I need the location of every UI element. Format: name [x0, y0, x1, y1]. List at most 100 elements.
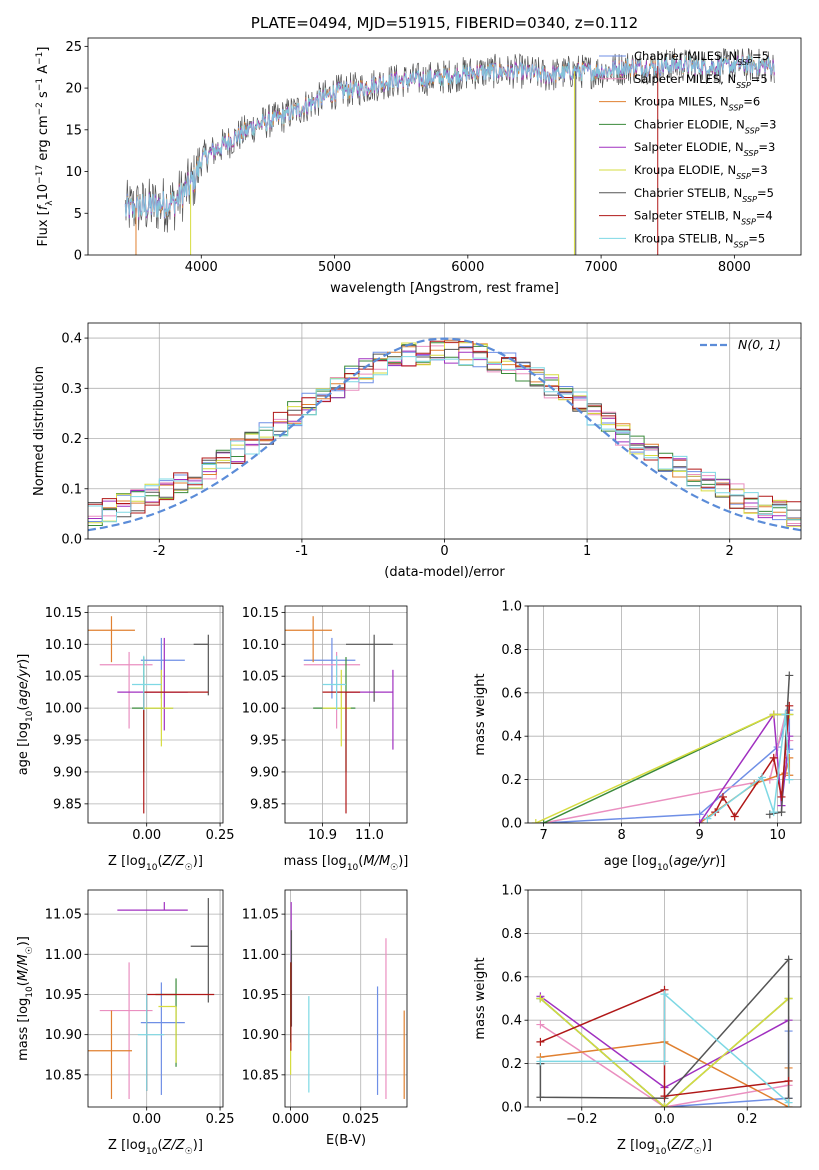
y-tick-label: 9.85	[53, 797, 82, 812]
label-part: age [log	[16, 722, 31, 775]
legend-value: =5	[757, 186, 774, 200]
series-marker-stelib_salpeter	[719, 792, 727, 801]
x-tick-label: 0.00	[132, 1112, 161, 1127]
label-part: mass [log	[284, 854, 347, 869]
label-part: (	[16, 706, 31, 711]
y-axis-label: Normed distribution	[32, 366, 47, 496]
y-tick-label: 11.05	[45, 908, 82, 923]
series-marker-stelib_salpeter	[660, 1092, 669, 1101]
legend-subscript: SSP	[741, 217, 756, 226]
label-part: Z [log	[617, 1138, 655, 1153]
x-tick-label: 0.00	[132, 828, 161, 843]
label-part: ]	[36, 47, 51, 52]
y-tick-label: 10	[65, 165, 82, 180]
series-line-elodie_salpeter	[698, 712, 791, 823]
plot-area	[88, 898, 215, 1099]
x-axis-label: (data-model)/error	[384, 565, 505, 580]
x-tick-label: 8	[617, 828, 625, 843]
histogram-stelib_salpeter	[88, 340, 801, 514]
y-tick-label: 10.05	[45, 670, 82, 685]
label-part: f	[36, 203, 51, 210]
x-tick-label: 10.9	[308, 828, 337, 843]
x-tick-label: 8000	[718, 260, 751, 275]
x-tick-label: 11.0	[355, 828, 384, 843]
y-tick-label: 0.4	[61, 332, 82, 347]
axes-frame	[87, 37, 802, 256]
label-part: age [log	[604, 854, 657, 869]
spectrum-observed-line	[124, 48, 775, 233]
label-part: 10	[36, 184, 51, 201]
panel-mass-weight-vs-z: −0.2 0.0 0.2 0.0 0.2 0.4 0.6 0.8 1.0 Z [log10(Z/Z…	[473, 884, 802, 1157]
legend-subscript: SSP	[734, 240, 749, 249]
y-tick-label: 10.95	[242, 988, 279, 1003]
y-axis-label: Flux [fλ10−17 erg cm−2 s−1 A−1]	[35, 47, 55, 247]
y-tick-label: 10.85	[242, 1068, 279, 1083]
x-tick-label: 4000	[185, 260, 218, 275]
y-tick-label: 0.3	[61, 382, 82, 397]
y-tick-label: 11.00	[242, 948, 279, 963]
legend-text: Salpeter ELODIE, N	[634, 140, 744, 154]
y-tick-label: 15	[65, 123, 82, 138]
legend-value: =4	[756, 209, 773, 223]
series-line-elodie_kroupa	[539, 997, 790, 1107]
panel-age-vs-mass: 10.9 11.0 9.85 9.90 9.95 10.00 10.05 10.10 10.15…	[242, 605, 408, 873]
label-part: Z [log	[108, 854, 146, 869]
label-part: Flux [	[36, 210, 51, 246]
y-tick-label: 10.15	[242, 606, 279, 621]
plot-area	[88, 337, 801, 532]
legend-label-miles_kroupa: Kroupa MILES, NSSP=6	[634, 95, 760, 113]
x-tick-label: 0.000	[272, 1112, 309, 1127]
axes-frame	[87, 889, 224, 1108]
label-part: (	[666, 1138, 671, 1153]
legend-value: =5	[752, 49, 769, 63]
label-part: )]	[193, 1138, 203, 1153]
axes-frame	[284, 889, 408, 1108]
y-tick-label: 10.90	[242, 1028, 279, 1043]
y-tick-label: 0.8	[501, 643, 522, 658]
label-part: (	[16, 981, 31, 986]
label-part: ☉	[390, 863, 398, 873]
axes-frame	[284, 605, 408, 824]
label-part: 10	[25, 710, 35, 722]
legend-value: =5	[751, 72, 768, 86]
y-tick-label: 10.05	[242, 670, 279, 685]
legend-label-elodie_salpeter: Salpeter ELODIE, NSSP=3	[634, 140, 775, 158]
series-marker-elodie_kroupa	[660, 1103, 669, 1107]
y-tick-label: 0.2	[501, 773, 522, 788]
x-tick-label: -2	[153, 544, 166, 559]
x-axis-label: Z [log10(Z/Z☉)]	[108, 1138, 203, 1157]
label-part: M/M	[16, 954, 31, 981]
label-part: ☉	[185, 863, 193, 873]
legend-value: =6	[743, 95, 760, 109]
y-tick-label: 9.95	[53, 734, 82, 749]
label-part: )]	[715, 854, 725, 869]
y-tick-label: 10.10	[242, 638, 279, 653]
panel-age-vs-z: 0.00 0.25 9.85 9.90 9.95 10.00 10.05 10.10 10.15…	[16, 605, 235, 873]
label-part: Z [log	[108, 1138, 146, 1153]
label-part: Z/Z	[162, 1138, 186, 1153]
series-marker-miles_chabrier	[695, 810, 704, 819]
label-part: )]	[193, 854, 203, 869]
x-tick-label: -1	[295, 544, 308, 559]
legend-subscript: SSP	[742, 194, 757, 203]
label-part: 10	[347, 863, 359, 873]
label-part: (	[668, 854, 673, 869]
label-part: 10	[146, 863, 158, 873]
label-part: (	[157, 854, 162, 869]
y-tick-label: 5	[74, 207, 82, 222]
legend-text: Chabrier MILES, N	[634, 49, 737, 63]
legend-text: Kroupa MILES, N	[634, 95, 729, 109]
series-marker-stelib_salpeter	[730, 812, 739, 821]
series-marker-stelib_chabrier	[785, 671, 794, 680]
y-tick-label: 10.00	[45, 702, 82, 717]
series-marker-stelib_salpeter	[784, 1076, 793, 1085]
y-axis-label: mass [log10(M/M☉)]	[16, 936, 35, 1061]
legend-value: =5	[748, 231, 765, 245]
label-part: 10	[146, 1147, 158, 1157]
y-tick-label: 1.0	[501, 600, 522, 615]
label-part: −1	[35, 52, 45, 65]
label-part: 10	[25, 986, 35, 998]
x-axis-label: E(B-V)	[326, 1133, 366, 1148]
label-part: (	[358, 854, 363, 869]
legend-label-elodie_kroupa: Kroupa ELODIE, NSSP=3	[634, 163, 768, 181]
